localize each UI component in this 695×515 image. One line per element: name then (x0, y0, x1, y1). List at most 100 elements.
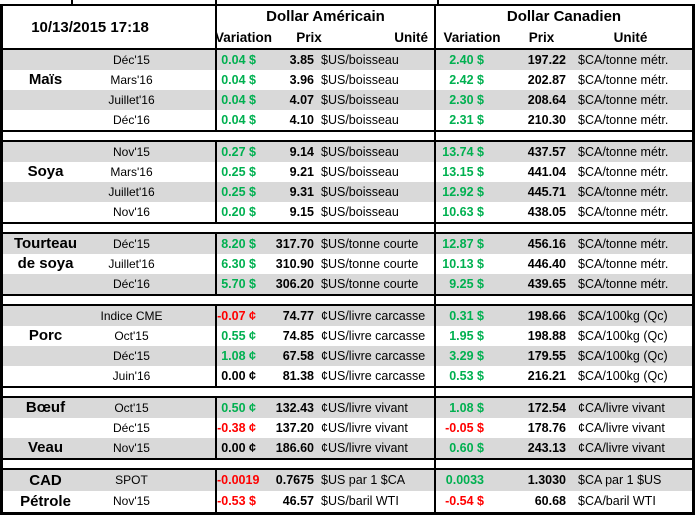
ca-variation-header: Variation (443, 30, 501, 45)
commodity-label: de soya (17, 255, 74, 272)
ca-price-value: 446.40 (527, 257, 566, 271)
ca-variation-value: 0.31 $ (434, 306, 494, 326)
ca-unit-label: ¢CA/livre vivant (578, 401, 665, 415)
us-price-value: 67.58 (282, 349, 314, 363)
us-price-value: 9.31 (289, 185, 314, 199)
contract-month: Déc'15 (113, 237, 150, 251)
us-price-value: 74.77 (282, 309, 314, 323)
ca-unit-label: $CA/baril WTI (578, 494, 656, 508)
us-variation-value: 0.50 ¢ (215, 398, 270, 418)
commodity-label: Pétrole (20, 493, 71, 510)
table-row: Déc'15 0.04 $ 3.85 $US/boisseau 2.40 $ 197.22… (3, 50, 692, 70)
ca-variation-value: 2.30 $ (434, 90, 494, 110)
us-unit-label: $US/boisseau (321, 93, 399, 107)
commodity-group: Nov'15 0.27 $ 9.14 $US/boisseau 13.74 $ 437.5… (3, 140, 692, 224)
ca-variation-value: -0.05 $ (434, 418, 494, 438)
group-separator (3, 296, 692, 304)
column-tick (215, 0, 217, 4)
ca-variation-value: 13.74 $ (434, 142, 494, 162)
commodity-label: Bœuf (25, 399, 66, 416)
us-unite-header: Unité (394, 30, 428, 45)
us-prix-header: Prix (296, 30, 322, 45)
contract-month: Juin'16 (112, 369, 151, 383)
us-price-value: 0.7675 (275, 473, 314, 487)
column-tick (71, 0, 73, 4)
us-unit-label: $US/boisseau (321, 165, 399, 179)
us-variation-value: 0.27 $ (215, 142, 270, 162)
us-variation-value: 0.00 ¢ (215, 438, 270, 458)
commodity-label (3, 366, 88, 386)
ca-unit-label: $CA/tonne métr. (578, 93, 669, 107)
contract-month: Juillet'16 (108, 185, 155, 199)
commodity-label (3, 418, 88, 438)
ca-price-value: 60.68 (534, 494, 566, 508)
us-price-value: 4.10 (289, 113, 314, 127)
table-row: Déc'16 5.70 $ 306.20 $US/tonne courte 9.25 $… (3, 274, 692, 294)
us-unit-label: $US/boisseau (321, 205, 399, 219)
us-price-value: 137.20 (275, 421, 314, 435)
contract-month: Indice CME (100, 309, 163, 323)
us-variation-value: 0.04 $ (215, 110, 270, 130)
commodity-label (3, 306, 88, 326)
commodity-label (3, 346, 88, 366)
ca-prix-header: Prix (528, 30, 555, 45)
us-unit-label: ¢US/livre vivant (321, 421, 408, 435)
group-separator (3, 132, 692, 140)
us-unit-label: $US/tonne courte (321, 277, 419, 291)
ca-subheader: Variation Prix Unité (434, 27, 692, 48)
commodity-label: Veau (27, 439, 64, 456)
us-unit-label: $US/boisseau (321, 113, 399, 127)
commodity-group: CAD SPOT -0.0019 0.7675 $US par 1 $CA 0.0033 1… (3, 468, 692, 512)
commodity-label: Maïs (28, 71, 63, 88)
ca-unit-label: $CA/tonne métr. (578, 73, 669, 87)
ca-unit-label: $CA/tonne métr. (578, 145, 669, 159)
contract-month: Déc'15 (113, 53, 150, 67)
us-unit-label: $US/tonne courte (321, 237, 419, 251)
us-variation-value: 6.30 $ (215, 254, 270, 274)
us-price-value: 9.15 (289, 205, 314, 219)
commodity-group: Tourteau Déc'15 8.20 $ 317.70 $US/tonne cour… (3, 232, 692, 296)
table-row: Soya Mars'16 0.25 $ 9.21 $US/boisseau 13.15 $… (3, 162, 692, 182)
top-gridline-strip (0, 0, 695, 4)
ca-unit-label: $CA/100kg (Qc) (578, 349, 668, 363)
us-unit-label: ¢US/livre carcasse (321, 369, 426, 383)
table-row: Bœuf Oct'15 0.50 ¢ 132.43 ¢US/livre vivant 1.… (3, 398, 692, 418)
contract-month: Nov'16 (113, 205, 150, 219)
contract-month: Déc'15 (113, 349, 150, 363)
commodity-label: Porc (28, 327, 63, 344)
commodity-label (3, 182, 88, 202)
commodity-label (3, 110, 88, 130)
ca-unit-label: $CA/tonne métr. (578, 185, 669, 199)
ca-variation-value: 12.92 $ (434, 182, 494, 202)
us-variation-value: -0.0019 (215, 470, 270, 491)
commodity-label: Tourteau (13, 235, 78, 252)
column-tick (437, 0, 439, 4)
ca-price-value: 243.13 (527, 441, 566, 455)
us-unit-label: ¢US/livre vivant (321, 401, 408, 415)
ca-price-value: 1.3030 (527, 473, 566, 487)
us-variation-value: 0.00 ¢ (215, 366, 270, 386)
commodity-group: Indice CME -0.07 ¢ 74.77 ¢US/livre carcasse… (3, 304, 692, 388)
ca-unit-label: ¢CA/livre vivant (578, 441, 665, 455)
us-price-value: 186.60 (275, 441, 314, 455)
ca-variation-value: 2.40 $ (434, 50, 494, 70)
commodity-label (3, 202, 88, 222)
us-variation-value: 0.55 ¢ (215, 326, 270, 346)
ca-variation-value: 9.25 $ (434, 274, 494, 294)
us-unit-label: $US par 1 $CA (321, 473, 406, 487)
ca-unit-label: $CA/tonne métr. (578, 53, 669, 67)
contract-month: Déc'15 (113, 421, 150, 435)
ca-variation-value: 3.29 $ (434, 346, 494, 366)
contract-month: Mars'16 (110, 165, 153, 179)
ca-price-value: 198.88 (527, 329, 566, 343)
table-row: Juin'16 0.00 ¢ 81.38 ¢US/livre carcasse 0.53… (3, 366, 692, 386)
us-price-value: 306.20 (275, 277, 314, 291)
ca-variation-value: 1.08 $ (434, 398, 494, 418)
us-price-value: 3.85 (289, 53, 314, 67)
us-unit-label: $US/boisseau (321, 73, 399, 87)
contract-month: Déc'16 (113, 113, 150, 127)
ca-variation-value: 13.15 $ (434, 162, 494, 182)
table-row: Tourteau Déc'15 8.20 $ 317.70 $US/tonne cour… (3, 234, 692, 254)
ca-variation-value: -0.54 $ (434, 491, 494, 512)
ca-unit-label: $CA/tonne métr. (578, 237, 669, 251)
